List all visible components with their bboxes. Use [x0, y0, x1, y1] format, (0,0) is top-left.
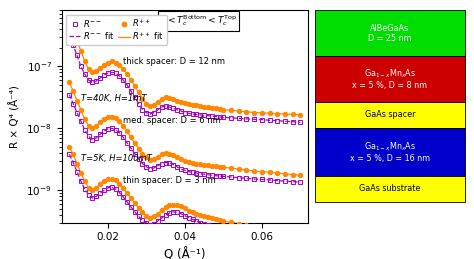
Text: T=25K, H=1mT: T=25K, H=1mT: [81, 35, 146, 44]
Text: med. spacer: D = 6 nm: med. spacer: D = 6 nm: [123, 117, 221, 125]
Text: AlBeGaAs
D = 25 nm: AlBeGaAs D = 25 nm: [368, 24, 412, 43]
Legend: $R^{--}$, $R^{--}$ fit, $R^{++}$, $R^{++}$ fit: $R^{--}$, $R^{--}$ fit, $R^{++}$, $R^{++…: [66, 15, 167, 45]
Text: Ga$_{1-x}$Mn$_x$As
x = 5 %, D = 16 nm: Ga$_{1-x}$Mn$_x$As x = 5 %, D = 16 nm: [350, 140, 430, 163]
FancyBboxPatch shape: [315, 10, 465, 56]
Y-axis label: R × Q⁴ (Å⁻⁴): R × Q⁴ (Å⁻⁴): [9, 85, 21, 148]
Text: Ga$_{1-x}$Mn$_x$As
x = 5 %, D = 8 nm: Ga$_{1-x}$Mn$_x$As x = 5 %, D = 8 nm: [352, 67, 428, 90]
FancyBboxPatch shape: [315, 128, 465, 176]
FancyBboxPatch shape: [315, 56, 465, 102]
Text: GaAs spacer: GaAs spacer: [365, 110, 415, 119]
Text: $T < T_c^{\mathrm{Bottom}} < T_c^{\mathrm{Top}}$: $T < T_c^{\mathrm{Bottom}} < T_c^{\mathr…: [160, 13, 237, 28]
Text: T=40K, H=1mT: T=40K, H=1mT: [81, 93, 146, 103]
X-axis label: Q (Å⁻¹): Q (Å⁻¹): [164, 248, 206, 259]
Text: thick spacer: D = 12 nm: thick spacer: D = 12 nm: [123, 57, 225, 66]
Text: T=5K, H=100mT: T=5K, H=100mT: [81, 154, 152, 163]
FancyBboxPatch shape: [315, 176, 465, 202]
Text: GaAs substrate: GaAs substrate: [359, 184, 420, 193]
FancyBboxPatch shape: [315, 102, 465, 128]
Text: thin spacer: D = 3 nm: thin spacer: D = 3 nm: [123, 176, 216, 185]
